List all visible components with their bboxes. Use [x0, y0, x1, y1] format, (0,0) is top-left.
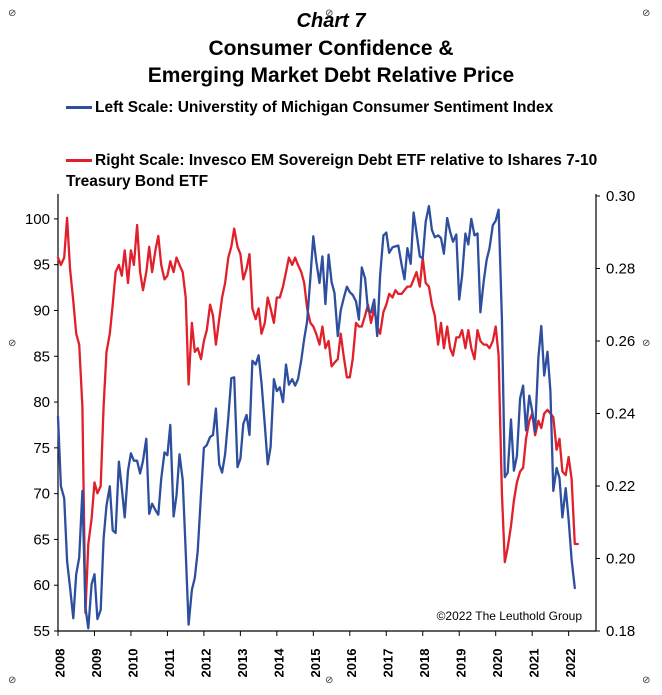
corner-mark-top-right: ⊘: [642, 8, 651, 19]
corner-mark-bottom-right: ⊘: [642, 675, 651, 686]
legend-swatch-relative-price: [66, 159, 92, 163]
left-tick-label: 100: [25, 211, 50, 228]
right-tick-label: 0.30: [606, 188, 635, 205]
sentiment-series-line: [56, 204, 576, 630]
right-tick-label: 0.26: [606, 333, 635, 350]
right-tick-label: 0.28: [606, 261, 635, 278]
chart-axes: 55 60 65 70 75 80 85 90 95 100 0.18 0.20 0.22 0.24 0.2…: [25, 188, 635, 677]
left-tick-label: 90: [33, 302, 50, 319]
x-tick-label: 2013: [235, 649, 250, 678]
x-tick-label: 2010: [125, 649, 140, 678]
x-tick-label: 2009: [89, 649, 104, 678]
x-tick-label: 2018: [417, 649, 432, 678]
corner-mark-bottom-center: ⊘: [325, 675, 334, 686]
left-tick-label: 60: [33, 577, 50, 594]
left-tick-label: 65: [33, 531, 50, 548]
left-tick-label: 95: [33, 257, 50, 274]
x-tick-label: 2012: [198, 649, 213, 678]
right-tick-label: 0.20: [606, 551, 635, 568]
corner-mark-top-center: ⊘: [325, 8, 334, 19]
chart-number-label: Chart 7: [296, 10, 366, 32]
corner-mark-top-left: ⊘: [8, 8, 17, 19]
legend-entry-relative-price: Right Scale: Invesco EM Sovereign Debt E…: [66, 150, 626, 192]
x-tick-label: 2017: [381, 649, 396, 678]
x-tick-label: 2016: [344, 649, 359, 678]
x-tick-label: 2014: [271, 648, 286, 678]
left-tick-label: 85: [33, 348, 50, 365]
corner-mark-mid-left: ⊘: [8, 338, 17, 349]
relative-price-series-line: [56, 216, 579, 615]
left-tick-label: 70: [33, 486, 50, 503]
chart-title-line-1: Consumer Confidence &: [208, 37, 454, 60]
x-tick-label: 2020: [490, 649, 505, 678]
x-tick-label: 2015: [308, 649, 323, 678]
x-tick-label: 2019: [454, 649, 469, 678]
legend-label-relative-price: Right Scale: Invesco EM Sovereign Debt E…: [66, 152, 598, 190]
right-tick-label: 0.18: [606, 623, 635, 640]
corner-mark-bottom-left: ⊘: [8, 675, 17, 686]
legend-swatch-sentiment: [66, 106, 92, 110]
copyright-label: ©2022 The Leuthold Group: [437, 609, 583, 623]
left-tick-label: 75: [33, 440, 50, 457]
right-tick-label: 0.24: [606, 406, 635, 423]
x-tick-label: 2008: [52, 649, 67, 678]
right-tick-label: 0.22: [606, 478, 635, 495]
corner-mark-mid-right: ⊘: [642, 338, 651, 349]
legend-entry-sentiment: Left Scale: Universtity of Michigan Cons…: [66, 97, 553, 118]
left-tick-label: 55: [33, 623, 50, 640]
left-tick-label: 80: [33, 394, 50, 411]
x-tick-label: 2011: [162, 649, 177, 677]
x-tick-label: 2022: [563, 649, 578, 678]
x-tick-label: 2021: [527, 649, 542, 678]
chart-title-line-2: Emerging Market Debt Relative Price: [147, 64, 515, 87]
legend-label-sentiment: Left Scale: Universtity of Michigan Cons…: [95, 99, 554, 116]
chart-series: [56, 204, 579, 630]
